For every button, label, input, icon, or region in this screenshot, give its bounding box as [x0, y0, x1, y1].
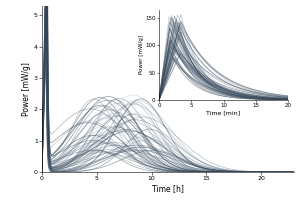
- Y-axis label: Power [mW/g]: Power [mW/g]: [22, 62, 31, 116]
- X-axis label: Time [h]: Time [h]: [152, 184, 184, 193]
- X-axis label: Time [min]: Time [min]: [206, 110, 241, 115]
- Y-axis label: Power [mW/g]: Power [mW/g]: [139, 36, 144, 74]
